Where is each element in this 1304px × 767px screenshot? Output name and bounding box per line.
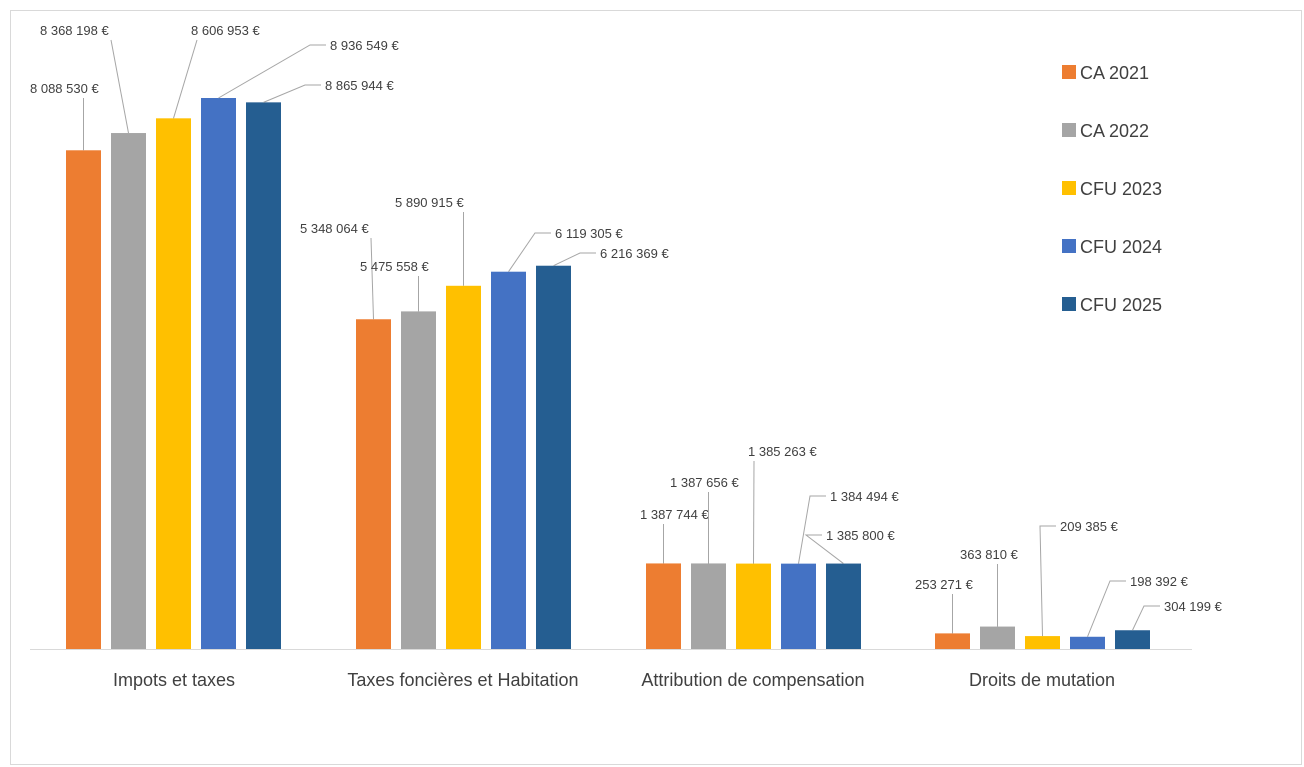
data-label: 1 387 744 €	[640, 507, 709, 522]
bar	[446, 285, 481, 649]
legend-label: CA 2022	[1080, 121, 1149, 141]
data-label: 1 384 494 €	[830, 489, 899, 504]
data-label: 304 199 €	[1164, 599, 1223, 614]
bar	[66, 150, 101, 649]
data-label: 5 348 064 €	[300, 221, 369, 236]
leader-line	[1087, 580, 1126, 637]
leader-line	[110, 39, 129, 134]
leader-line	[753, 460, 755, 564]
bar	[935, 633, 970, 649]
leader-line	[218, 44, 326, 99]
leader-line	[370, 237, 374, 320]
data-label: 209 385 €	[1060, 519, 1119, 534]
leader-line	[1132, 605, 1160, 631]
data-label: 8 865 944 €	[325, 78, 394, 93]
bar	[491, 271, 526, 649]
bar	[781, 563, 816, 649]
leader-line	[263, 84, 321, 103]
category-label: Droits de mutation	[969, 670, 1115, 690]
legend-label: CA 2021	[1080, 63, 1149, 83]
leader-line	[1039, 525, 1056, 637]
bar	[246, 102, 281, 650]
legend-label: CFU 2025	[1080, 295, 1162, 315]
bar	[980, 626, 1015, 649]
legend-swatch	[1062, 123, 1076, 137]
bar	[826, 563, 861, 649]
bar	[536, 265, 571, 649]
data-label: 5 475 558 €	[360, 259, 429, 274]
data-label: 1 385 800 €	[826, 528, 895, 543]
bar	[156, 118, 191, 649]
leader-line	[798, 495, 826, 564]
data-label: 6 216 369 €	[600, 246, 669, 261]
leader-line	[553, 252, 596, 267]
data-label: 198 392 €	[1130, 574, 1189, 589]
leader-line	[804, 534, 844, 564]
bar	[1115, 630, 1150, 649]
bar	[201, 98, 236, 649]
bar	[646, 563, 681, 649]
category-label: Attribution de compensation	[641, 670, 864, 690]
bar	[691, 563, 726, 649]
bar	[736, 563, 771, 649]
leader-line	[173, 39, 198, 119]
data-label: 1 385 263 €	[748, 444, 817, 459]
data-label: 5 890 915 €	[395, 195, 464, 210]
legend-swatch	[1062, 239, 1076, 253]
category-label: Impots et taxes	[113, 670, 235, 690]
bar	[1025, 636, 1060, 649]
data-label: 8 088 530 €	[30, 81, 99, 96]
bar	[111, 133, 146, 649]
legend-label: CFU 2024	[1080, 237, 1162, 257]
legend-label: CFU 2023	[1080, 179, 1162, 199]
legend-swatch	[1062, 297, 1076, 311]
leader-line	[508, 232, 551, 272]
data-label: 8 936 549 €	[330, 38, 399, 53]
data-label: 8 368 198 €	[40, 23, 109, 38]
data-label: 1 387 656 €	[670, 475, 739, 490]
legend-swatch	[1062, 181, 1076, 195]
data-label: 253 271 €	[915, 577, 974, 592]
bar	[401, 311, 436, 649]
legend-swatch	[1062, 65, 1076, 79]
data-label: 6 119 305 €	[555, 226, 623, 241]
bar	[1070, 636, 1105, 649]
data-label: 8 606 953 €	[191, 23, 260, 38]
data-label: 363 810 €	[960, 547, 1019, 562]
category-label: Taxes foncières et Habitation	[347, 670, 578, 690]
bar	[356, 319, 391, 649]
